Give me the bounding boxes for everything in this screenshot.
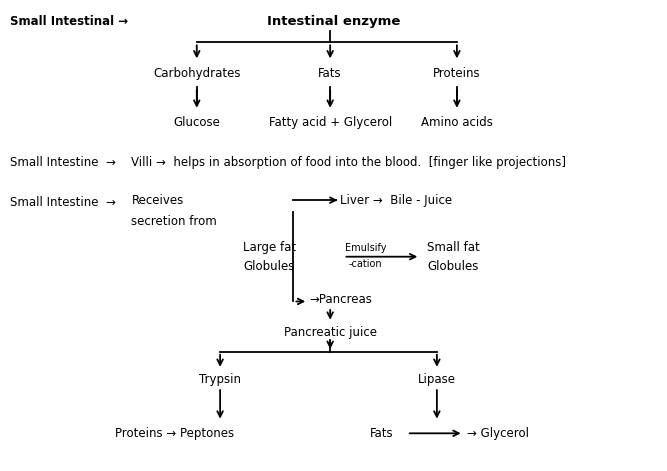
Text: Liver →  Bile - Juice: Liver → Bile - Juice <box>340 194 452 207</box>
Text: Amino acids: Amino acids <box>421 116 493 129</box>
Text: Emulsify: Emulsify <box>345 243 386 253</box>
Text: Villi →  helps in absorption of food into the blood.  [finger like projections]: Villi → helps in absorption of food into… <box>131 156 566 169</box>
Text: Fatty acid + Glycerol: Fatty acid + Glycerol <box>269 116 392 129</box>
Text: Small Intestine  →: Small Intestine → <box>10 156 116 169</box>
Text: → Glycerol: → Glycerol <box>467 427 529 440</box>
Text: →Pancreas: →Pancreas <box>309 292 372 306</box>
Text: Intestinal enzyme: Intestinal enzyme <box>267 15 400 28</box>
Text: Small fat: Small fat <box>427 241 480 254</box>
Text: Pancreatic juice: Pancreatic juice <box>283 325 377 339</box>
Text: Receives: Receives <box>131 194 183 207</box>
Text: Proteins: Proteins <box>433 66 481 80</box>
Text: Small Intestinal →: Small Intestinal → <box>10 15 128 28</box>
Text: Glucose: Glucose <box>173 116 220 129</box>
Text: Globules: Globules <box>243 260 295 273</box>
Text: Carbohydrates: Carbohydrates <box>153 66 241 80</box>
Text: Large fat: Large fat <box>243 241 297 254</box>
Text: secretion from: secretion from <box>131 215 217 228</box>
Text: Fats: Fats <box>370 427 394 440</box>
Text: Proteins → Peptones: Proteins → Peptones <box>115 427 234 440</box>
Text: Trypsin: Trypsin <box>199 373 241 386</box>
Text: Lipase: Lipase <box>418 373 456 386</box>
Text: Fats: Fats <box>318 66 342 80</box>
Text: -cation: -cation <box>349 259 382 269</box>
Text: Globules: Globules <box>427 260 478 273</box>
Text: Small Intestine  →: Small Intestine → <box>10 196 116 209</box>
